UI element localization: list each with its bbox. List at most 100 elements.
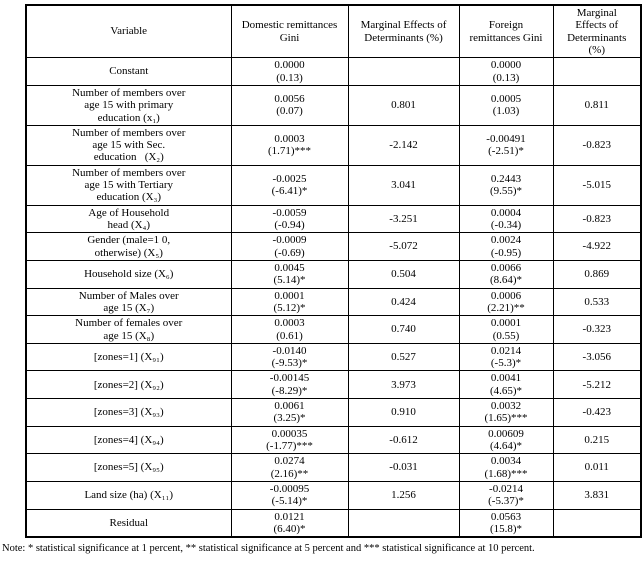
table-row: Land size (ha) (X₁₁) -0.00095 (-5.14)* 1.2… <box>25 480 642 510</box>
variable-cell: Number of members over age 15 with Terti… <box>25 164 232 206</box>
marginal-effect-domestic-cell: 0.424 <box>347 287 460 317</box>
domestic-gini-cell: 0.0056 (0.07) <box>230 84 349 126</box>
foreign-gini-cell: 0.0000 (0.13) <box>458 57 554 86</box>
table-row: Number of females over age 15 (X₈) 0.0003… <box>25 315 642 344</box>
variable-cell: Residual <box>25 508 232 538</box>
header-foreign-gini: Foreign remittances Gini <box>458 4 554 59</box>
foreign-gini-cell: 0.0006 (2.21)** <box>458 287 554 317</box>
marginal-effect-domestic-cell: -5.072 <box>347 232 460 261</box>
domestic-gini-cell: 0.0003 (0.61) <box>230 315 349 344</box>
variable-cell: [zones=1] (X₉₁) <box>25 342 232 372</box>
marginal-effect-domestic-cell: -3.251 <box>347 204 460 234</box>
marginal-effect-domestic-cell: 0.910 <box>347 398 460 427</box>
domestic-gini-cell: -0.0059 (-0.94) <box>230 204 349 234</box>
table-row: [zones=3] (X₉₃) 0.0061 (3.25)* 0.910 0.0032… <box>25 398 642 427</box>
header-marginal-effects-foreign: Marginal Effects of Determinants (%) <box>552 4 642 59</box>
marginal-effect-foreign-cell: -4.922 <box>552 232 642 261</box>
domestic-gini-cell: 0.0001 (5.12)* <box>230 287 349 317</box>
marginal-effect-foreign-cell: 0.811 <box>552 84 642 126</box>
marginal-effect-domestic-cell: -0.612 <box>347 425 460 455</box>
table-row: Number of members over age 15 with prima… <box>25 84 642 126</box>
domestic-gini-cell: 0.0061 (3.25)* <box>230 398 349 427</box>
foreign-gini-cell: -0.0214 (-5.37)* <box>458 480 554 510</box>
table-row: [zones=5] (X₉₅) 0.0274 (2.16)** -0.031 0.00… <box>25 453 642 482</box>
marginal-effect-domestic-cell: 3.041 <box>347 164 460 206</box>
header-domestic-gini: Domestic remittances Gini <box>230 4 349 59</box>
marginal-effect-domestic-cell: -0.031 <box>347 453 460 482</box>
marginal-effect-foreign-cell: 0.215 <box>552 425 642 455</box>
results-table: Variable Domestic remittances Gini Margi… <box>25 4 642 539</box>
foreign-gini-cell: 0.2443 (9.55)* <box>458 164 554 206</box>
variable-cell: Number of members over age 15 with Sec. … <box>25 124 232 166</box>
foreign-gini-cell: 0.0005 (1.03) <box>458 84 554 126</box>
domestic-gini-cell: -0.0025 (-6.41)* <box>230 164 349 206</box>
marginal-effect-domestic-cell: 0.740 <box>347 315 460 344</box>
table-row: Constant 0.0000 (0.13) 0.0000 (0.13) <box>25 57 642 86</box>
variable-cell: [zones=5] (X₉₅) <box>25 453 232 482</box>
table-row: Residual 0.0121 (6.40)* 0.0563 (15.8)* <box>25 508 642 538</box>
table-row: Age of Household head (X₄) -0.0059 (-0.94… <box>25 204 642 234</box>
foreign-gini-cell: 0.0001 (0.55) <box>458 315 554 344</box>
foreign-gini-cell: 0.0041 (4.65)* <box>458 370 554 400</box>
foreign-gini-cell: 0.0066 (8.64)* <box>458 259 554 289</box>
domestic-gini-cell: 0.0003 (1.71)*** <box>230 124 349 166</box>
table-note: Note: * statistical significance at 1 pe… <box>2 543 535 555</box>
marginal-effect-foreign-cell: -0.323 <box>552 315 642 344</box>
foreign-gini-cell: 0.0563 (15.8)* <box>458 508 554 538</box>
variable-cell: Number of females over age 15 (X₈) <box>25 315 232 344</box>
marginal-effect-foreign-cell: -5.015 <box>552 164 642 206</box>
marginal-effect-foreign-cell <box>552 508 642 538</box>
marginal-effect-domestic-cell: 0.527 <box>347 342 460 372</box>
marginal-effect-foreign-cell: -0.823 <box>552 204 642 234</box>
header-row: Variable Domestic remittances Gini Margi… <box>25 4 642 59</box>
domestic-gini-cell: 0.0121 (6.40)* <box>230 508 349 538</box>
variable-cell: [zones=2] (X₉₂) <box>25 370 232 400</box>
table-row: [zones=2] (X₉₂) -0.00145 (-8.29)* 3.973 0.0… <box>25 370 642 400</box>
table-row: [zones=1] (X₉₁) -0.0140 (-9.53)* 0.527 0.02… <box>25 342 642 372</box>
marginal-effect-domestic-cell: 0.504 <box>347 259 460 289</box>
variable-cell: [zones=4] (X₉₄) <box>25 425 232 455</box>
marginal-effect-foreign-cell: 0.011 <box>552 453 642 482</box>
foreign-gini-cell: 0.0214 (-5.3)* <box>458 342 554 372</box>
results-table-body: Constant 0.0000 (0.13) 0.0000 (0.13) Number… <box>25 57 642 538</box>
marginal-effect-domestic-cell: -2.142 <box>347 124 460 166</box>
domestic-gini-cell: 0.00035 (-1.77)*** <box>230 425 349 455</box>
domestic-gini-cell: 0.0000 (0.13) <box>230 57 349 86</box>
marginal-effect-domestic-cell: 0.801 <box>347 84 460 126</box>
table-row: Gender (male=1 0, otherwise) (X₅) -0.0009… <box>25 232 642 261</box>
marginal-effect-foreign-cell: 0.533 <box>552 287 642 317</box>
marginal-effect-foreign-cell: -3.056 <box>552 342 642 372</box>
marginal-effect-foreign-cell: -0.423 <box>552 398 642 427</box>
marginal-effect-foreign-cell: 3.831 <box>552 480 642 510</box>
marginal-effect-foreign-cell: -5.212 <box>552 370 642 400</box>
table-row: Household size (X₆) 0.0045 (5.14)* 0.504 0.… <box>25 259 642 289</box>
domestic-gini-cell: -0.0009 (-0.69) <box>230 232 349 261</box>
marginal-effect-foreign-cell: -0.823 <box>552 124 642 166</box>
foreign-gini-cell: -0.00491 (-2.51)* <box>458 124 554 166</box>
variable-cell: Age of Household head (X₄) <box>25 204 232 234</box>
domestic-gini-cell: -0.0140 (-9.53)* <box>230 342 349 372</box>
foreign-gini-cell: 0.00609 (4.64)* <box>458 425 554 455</box>
table-row: Number of Males over age 15 (X₇) 0.0001 (… <box>25 287 642 317</box>
header-variable: Variable <box>25 4 232 59</box>
variable-cell: Land size (ha) (X₁₁) <box>25 480 232 510</box>
page: Variable Domestic remittances Gini Margi… <box>0 4 642 564</box>
marginal-effect-domestic-cell: 3.973 <box>347 370 460 400</box>
table-row: [zones=4] (X₉₄) 0.00035 (-1.77)*** -0.612 0… <box>25 425 642 455</box>
table-row: Number of members over age 15 with Sec. … <box>25 124 642 166</box>
table-header: Variable Domestic remittances Gini Margi… <box>25 4 642 59</box>
variable-cell: Number of members over age 15 with prima… <box>25 84 232 126</box>
foreign-gini-cell: 0.0004 (-0.34) <box>458 204 554 234</box>
marginal-effect-domestic-cell <box>347 57 460 86</box>
marginal-effect-foreign-cell <box>552 57 642 86</box>
table-row: Number of members over age 15 with Terti… <box>25 164 642 206</box>
variable-cell: Constant <box>25 57 232 86</box>
marginal-effect-domestic-cell <box>347 508 460 538</box>
variable-cell: Number of Males over age 15 (X₇) <box>25 287 232 317</box>
variable-cell: Household size (X₆) <box>25 259 232 289</box>
foreign-gini-cell: 0.0034 (1.68)*** <box>458 453 554 482</box>
marginal-effect-foreign-cell: 0.869 <box>552 259 642 289</box>
domestic-gini-cell: 0.0045 (5.14)* <box>230 259 349 289</box>
marginal-effect-domestic-cell: 1.256 <box>347 480 460 510</box>
variable-cell: [zones=3] (X₉₃) <box>25 398 232 427</box>
